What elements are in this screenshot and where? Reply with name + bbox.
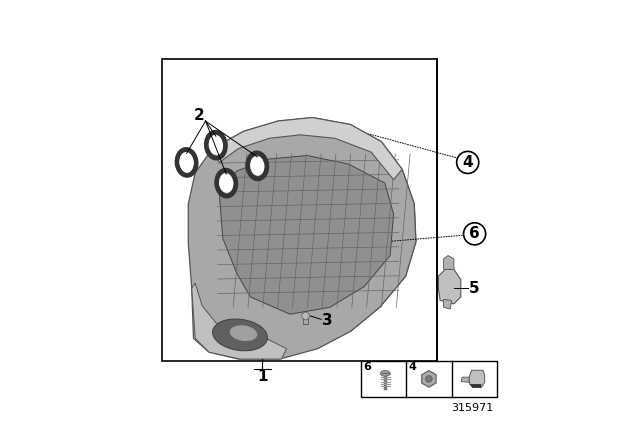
Ellipse shape [230,325,257,341]
Text: 2: 2 [194,108,205,123]
Polygon shape [344,169,416,332]
Ellipse shape [219,173,234,193]
Ellipse shape [250,156,264,176]
Polygon shape [188,117,416,359]
Polygon shape [212,117,402,180]
Polygon shape [422,370,436,387]
Bar [361,361,497,397]
Bar [303,316,308,323]
Polygon shape [302,312,309,320]
Polygon shape [461,377,469,382]
Text: 315971: 315971 [451,403,493,413]
Bar [163,59,436,361]
Polygon shape [444,255,454,269]
Circle shape [426,375,432,382]
Text: 4: 4 [462,155,473,170]
Polygon shape [444,299,451,309]
Text: 1: 1 [257,369,268,384]
Circle shape [457,151,479,173]
Polygon shape [220,155,394,314]
Circle shape [463,223,486,245]
Text: 3: 3 [322,313,333,327]
Polygon shape [192,283,287,359]
Ellipse shape [179,153,194,172]
Ellipse shape [209,135,223,155]
Polygon shape [469,370,484,388]
Text: 6: 6 [364,362,371,372]
Ellipse shape [380,370,390,376]
Text: 6: 6 [469,226,480,241]
Polygon shape [469,384,481,388]
Ellipse shape [212,319,268,351]
Text: 4: 4 [409,362,417,372]
Polygon shape [438,269,461,304]
Text: 5: 5 [468,281,479,296]
